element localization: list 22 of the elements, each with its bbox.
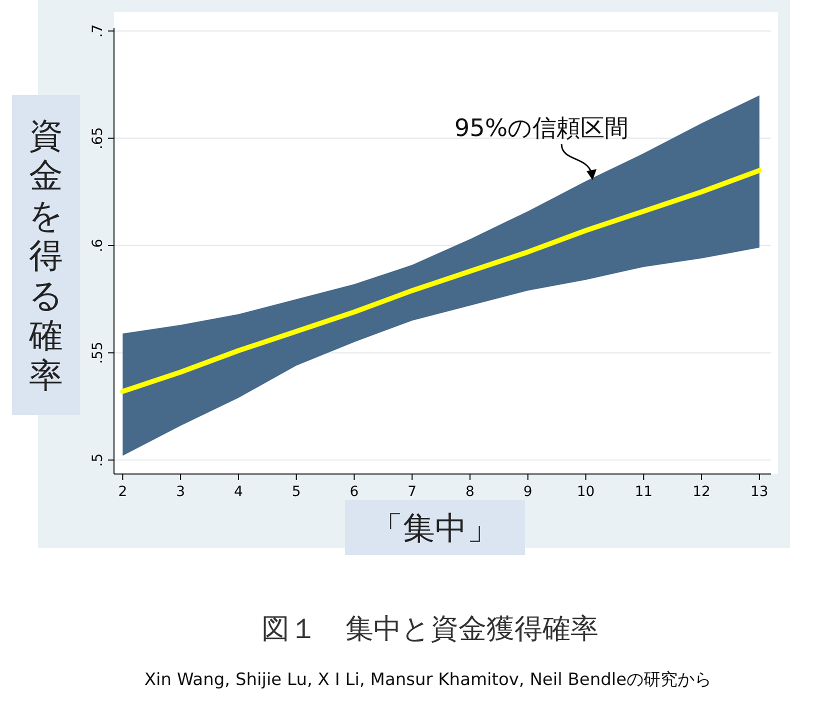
y-tick-label: .65 bbox=[90, 127, 106, 150]
x-tick-label: 2 bbox=[118, 484, 128, 500]
x-tick-label: 5 bbox=[292, 484, 301, 500]
y-tick-label: .5 bbox=[90, 453, 106, 467]
x-tick-label: 3 bbox=[176, 484, 186, 500]
y-axis-title: 資金を得る確率 bbox=[28, 116, 64, 396]
y-tick-label: .7 bbox=[90, 24, 106, 38]
x-tick-label: 7 bbox=[408, 484, 417, 500]
text: Xin Wang, Shijie Lu, X I Li, Mansur Khamitov, Neil Bendleの研究から bbox=[144, 670, 712, 690]
y-tick-label: .55 bbox=[90, 342, 106, 364]
x-tick-label: 4 bbox=[234, 484, 243, 500]
x-tick-label: 10 bbox=[576, 484, 595, 500]
x-tick-label: 12 bbox=[692, 484, 710, 500]
annotation: 95%の信頼区間 bbox=[454, 114, 629, 142]
text: 図１ 集中と資金獲得確率 bbox=[262, 612, 598, 645]
x-tick-label: 11 bbox=[634, 484, 653, 500]
x-tick-label: 8 bbox=[466, 484, 474, 500]
x-tick-label: 6 bbox=[350, 484, 359, 500]
x-axis-title: 「集中」 bbox=[371, 509, 499, 547]
y-tick-label: .6 bbox=[90, 238, 106, 252]
x-tick-label: 9 bbox=[523, 484, 532, 500]
x-tick-label: 13 bbox=[750, 484, 768, 500]
